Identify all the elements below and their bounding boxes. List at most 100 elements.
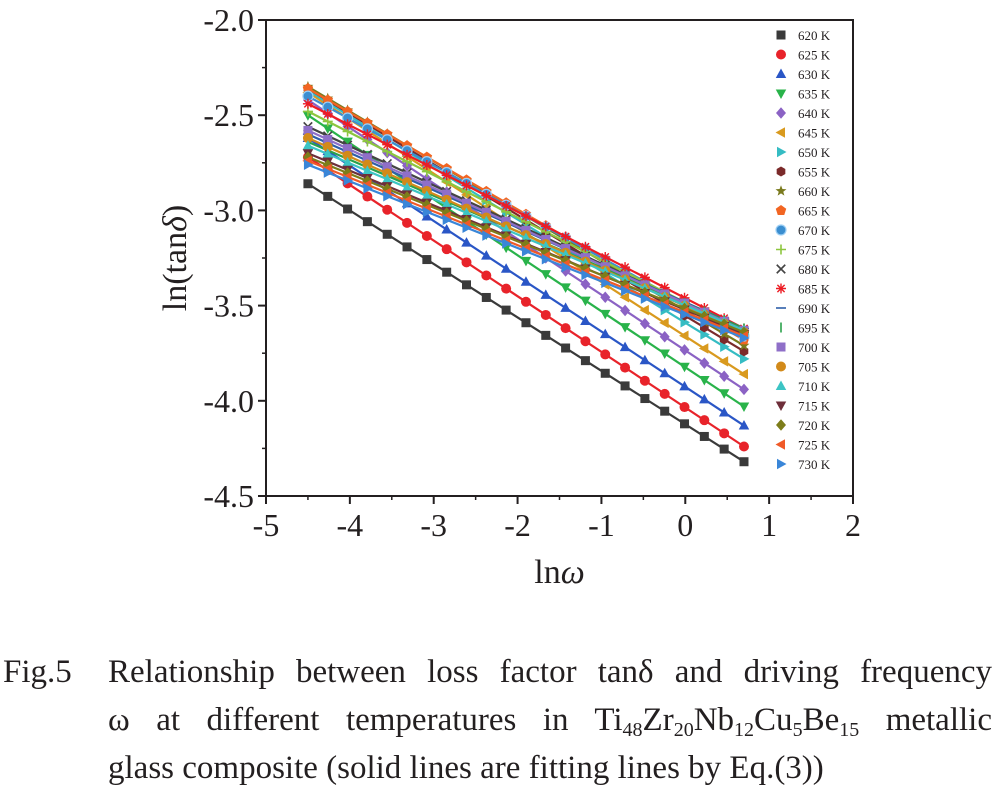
data-point-625-k <box>362 191 373 202</box>
x-tick-label: -2 <box>504 507 531 543</box>
data-point-625-k <box>402 217 413 228</box>
legend-label-700-k: 700 K <box>798 340 831 355</box>
el-zr: Zr <box>642 702 674 738</box>
legend-label-670-k: 670 K <box>798 223 831 238</box>
data-point-685-k <box>520 211 531 222</box>
data-point-650-k <box>739 353 750 365</box>
data-point-700-k <box>461 198 471 208</box>
data-point-630-k <box>580 315 591 326</box>
data-point-620-k <box>699 431 709 441</box>
data-point-620-k <box>442 267 452 277</box>
data-point-730-k <box>323 167 334 178</box>
legend-label-650-k: 650 K <box>798 145 831 160</box>
data-point-620-k <box>600 368 610 378</box>
data-point-620-k <box>402 242 412 252</box>
data-point-635-k <box>619 323 631 333</box>
data-point-685-k <box>322 108 333 119</box>
data-point-710-k <box>381 173 393 184</box>
data-point-630-k <box>560 302 571 312</box>
data-point-730-k <box>482 230 492 241</box>
caption-label: Fig.5 <box>3 654 72 690</box>
data-point-705-k <box>382 168 393 179</box>
legend-label-620-k: 620 K <box>798 28 831 43</box>
axes: -5 -4 -3 -2 -1 0 1 2 -2.0 -2.5 -3.0 -3.5 -4.0 -4.5 lnω… <box>157 2 861 591</box>
legend-label-655-k: 655 K <box>798 165 831 180</box>
data-point-635-k <box>322 124 333 134</box>
data-point-685-k <box>441 170 452 181</box>
data-point-710-k <box>481 215 492 226</box>
data-point-640-k <box>659 331 670 343</box>
sub-48: 48 <box>622 719 643 741</box>
data-point-635-k <box>718 389 730 399</box>
data-point-640-k <box>719 370 730 382</box>
data-point-700-k <box>481 207 491 217</box>
data-point-730-k <box>403 198 413 210</box>
data-point-620-k <box>561 343 571 353</box>
legend-marker-655-k <box>776 166 786 177</box>
sub-12: 12 <box>734 719 755 741</box>
data-point-635-k <box>560 283 571 293</box>
legend-marker-645-k <box>775 127 785 138</box>
data-point-730-k <box>640 293 651 304</box>
data-point-710-k <box>322 148 333 159</box>
legend-marker-670-k <box>775 224 787 236</box>
data-point-710-k <box>401 182 413 192</box>
data-point-640-k <box>580 278 591 290</box>
data-point-730-k <box>363 183 373 194</box>
data-point-645-k <box>718 356 729 367</box>
data-point-630-k <box>679 380 690 391</box>
legend-label-725-k: 725 K <box>798 438 831 453</box>
legend-marker-710-k <box>775 380 787 390</box>
data-point-685-k <box>302 98 313 109</box>
legend-marker-630-k <box>775 68 787 78</box>
data-point-630-k <box>461 237 472 247</box>
y-tick-label: -4.0 <box>203 383 254 419</box>
data-point-630-k <box>441 224 452 234</box>
data-point-730-k <box>601 277 611 289</box>
data-point-710-k <box>302 140 314 150</box>
x-tick-label: -5 <box>253 507 280 543</box>
data-point-730-k <box>720 324 730 336</box>
legend-label-710-k: 710 K <box>798 379 831 394</box>
data-point-630-k <box>599 328 611 339</box>
legend: 620 K 625 K 630 K 635 K 640 K 645 K 650 K 655 K… <box>775 28 831 472</box>
legend-label-625-k: 625 K <box>798 48 831 63</box>
data-point-625-k <box>679 402 690 413</box>
data-point-625-k <box>481 270 492 281</box>
data-point-620-k <box>620 381 630 391</box>
data-point-665-k <box>302 83 314 93</box>
x-axis-label: lnω <box>534 554 584 591</box>
data-point-730-k <box>680 309 691 320</box>
data-point-710-k <box>461 207 472 217</box>
x-tick-label: 0 <box>677 507 693 543</box>
data-point-620-k <box>640 394 650 404</box>
data-point-700-k <box>323 135 333 145</box>
data-point-620-k <box>680 419 690 429</box>
data-point-685-k <box>560 231 571 242</box>
data-point-685-k <box>342 119 353 130</box>
data-point-625-k <box>659 388 670 399</box>
data-point-685-k <box>461 180 472 191</box>
data-point-700-k <box>382 162 392 172</box>
data-point-635-k <box>580 296 591 307</box>
data-point-630-k <box>699 393 710 404</box>
data-point-645-k <box>698 343 709 354</box>
data-point-685-k <box>659 282 670 293</box>
data-point-620-k <box>382 229 392 239</box>
y-tick-label: -3.0 <box>203 192 254 228</box>
legend-marker-665-k <box>775 205 787 215</box>
data-point-630-k <box>481 250 492 260</box>
data-point-710-k <box>421 190 433 201</box>
legend-marker-650-k <box>777 146 787 158</box>
sub-20: 20 <box>673 719 694 741</box>
legend-marker-685-k <box>776 283 786 294</box>
data-point-730-k <box>502 238 512 249</box>
series-730-k <box>303 159 750 344</box>
data-point-685-k <box>501 200 512 211</box>
data-point-685-k <box>600 251 611 262</box>
data-point-630-k <box>639 354 651 365</box>
caption-line-3: glass composite (solid lines are fitting… <box>108 750 824 786</box>
data-point-635-k <box>679 362 690 373</box>
data-point-730-k <box>442 214 453 226</box>
data-point-630-k <box>520 276 532 286</box>
